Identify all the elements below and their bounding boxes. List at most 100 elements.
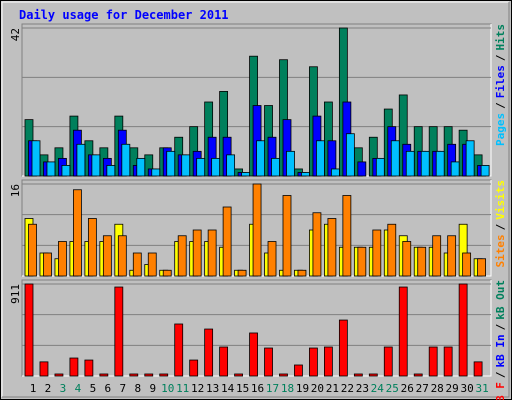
bar <box>222 206 232 277</box>
bar <box>181 154 191 177</box>
bar <box>390 140 400 177</box>
bar <box>301 172 310 177</box>
bar <box>99 373 109 377</box>
bar <box>28 223 37 277</box>
legend: kB F / kB In / kB Out <box>494 280 507 400</box>
x-tick-label: 8 <box>134 382 141 395</box>
x-tick-label: 10 <box>161 382 174 395</box>
bar <box>398 286 408 377</box>
x-tick-label: 26 <box>401 382 414 395</box>
bar <box>129 373 139 377</box>
bar <box>106 165 116 177</box>
bar <box>357 246 367 277</box>
x-tick-label: 9 <box>149 382 156 395</box>
y-tick-label: 42 <box>9 28 22 41</box>
x-tick-label: 27 <box>416 382 429 395</box>
bar <box>297 269 307 277</box>
bar <box>177 235 187 277</box>
bar <box>252 183 262 277</box>
bar <box>387 223 397 277</box>
bar <box>174 323 184 377</box>
bar <box>375 157 385 177</box>
x-tick-label: 7 <box>120 382 127 395</box>
bar <box>136 157 146 177</box>
bar <box>450 161 460 177</box>
bar <box>316 140 325 177</box>
legend-entry: kB In <box>494 334 507 367</box>
legend-separator: / <box>494 323 507 330</box>
bar <box>58 241 67 277</box>
x-tick-label: 18 <box>281 382 294 395</box>
bar <box>405 150 415 177</box>
x-tick-label: 25 <box>386 382 399 395</box>
x-tick-label: 17 <box>266 382 279 395</box>
bar <box>91 154 101 177</box>
bar <box>353 373 363 377</box>
bar <box>465 140 475 177</box>
bar <box>61 165 71 177</box>
legend-entry: kB Out <box>494 280 507 320</box>
bar <box>31 140 41 177</box>
bar <box>267 241 277 277</box>
bar <box>207 229 217 277</box>
legend-separator: / <box>494 54 507 61</box>
y-tick-label: 16 <box>9 184 22 197</box>
bar <box>69 357 79 377</box>
bar <box>189 359 199 377</box>
bar <box>383 346 393 377</box>
legend: Pages / Files / Hits <box>494 24 507 146</box>
bar <box>338 319 348 377</box>
legend-entry: Pages <box>494 113 507 146</box>
x-tick-label: 12 <box>191 382 204 395</box>
bar <box>282 195 292 277</box>
bar <box>428 346 438 377</box>
x-tick-label: 16 <box>251 382 264 395</box>
bar <box>166 150 176 177</box>
bar <box>76 143 86 177</box>
legend-separator: / <box>494 371 507 378</box>
bar <box>249 332 258 377</box>
bar <box>458 283 468 377</box>
bar <box>132 252 142 277</box>
bar <box>114 286 124 377</box>
bar <box>162 269 172 277</box>
bar <box>144 373 154 377</box>
bar <box>345 133 355 177</box>
bar <box>256 140 265 177</box>
bar <box>420 150 430 177</box>
bar <box>196 157 206 177</box>
bar <box>271 157 280 177</box>
x-tick-label: 5 <box>90 382 97 395</box>
bar <box>192 229 202 277</box>
bar <box>309 347 318 377</box>
bar <box>432 235 442 277</box>
x-tick-label: 2 <box>45 382 52 395</box>
x-tick-label: 29 <box>446 382 459 395</box>
bar <box>39 361 49 377</box>
bar <box>54 373 64 377</box>
x-tick-label: 20 <box>311 382 324 395</box>
legend-entry: kB F <box>494 382 507 400</box>
chart-title: Daily usage for December 2011 <box>19 8 229 22</box>
bar <box>117 235 127 277</box>
bar <box>241 172 250 177</box>
bar <box>286 150 295 177</box>
x-tick-label: 23 <box>356 382 369 395</box>
bar <box>294 364 303 377</box>
x-tick-label: 14 <box>221 382 235 395</box>
bar <box>402 241 412 277</box>
bar <box>473 361 483 377</box>
bar <box>219 346 229 377</box>
bar <box>46 161 56 177</box>
legend-entry: Sites <box>494 234 507 267</box>
x-tick-label: 30 <box>461 382 474 395</box>
x-tick-label: 6 <box>105 382 112 395</box>
bar <box>279 373 288 377</box>
bar <box>234 373 243 377</box>
bar <box>327 218 337 277</box>
bar <box>417 246 427 277</box>
bar <box>477 258 487 277</box>
bar <box>102 235 112 277</box>
bar <box>147 252 157 277</box>
x-tick-label: 19 <box>296 382 309 395</box>
